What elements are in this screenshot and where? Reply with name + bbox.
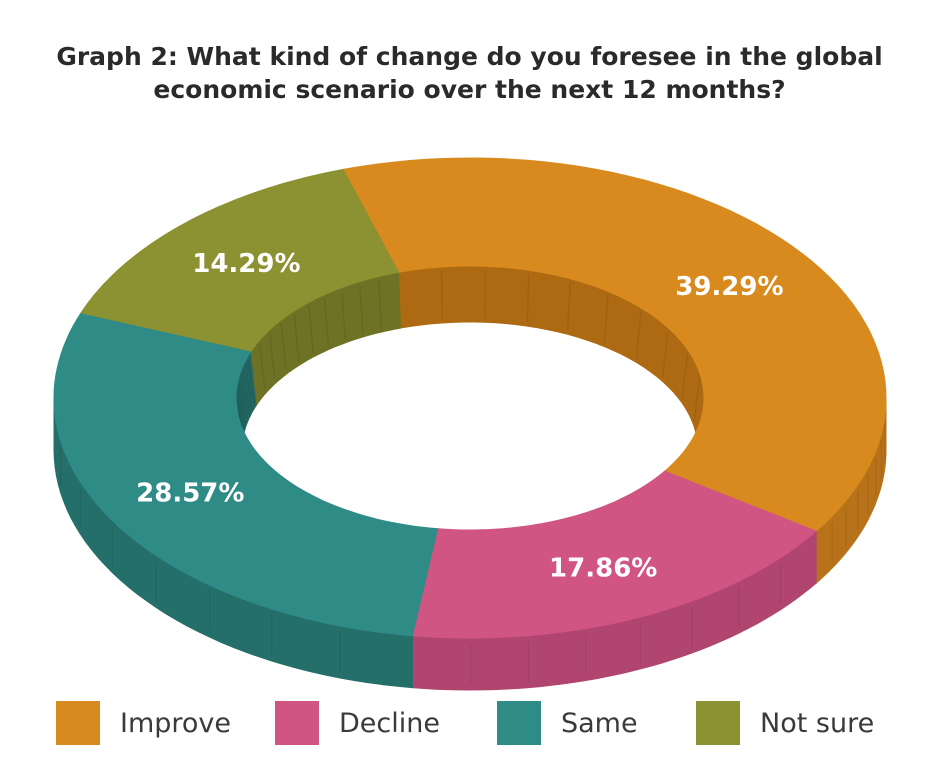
legend-label-not-sure: Not sure	[760, 707, 875, 739]
legend-item-not-sure: Not sure	[696, 701, 874, 745]
inner-wall-seam-improve	[526, 274, 530, 323]
legend-swatch-same	[497, 701, 541, 745]
inner-wall-seam-improve	[635, 311, 642, 359]
inner-wall-seam-not-sure	[258, 344, 266, 391]
inner-wall-seam-same	[239, 378, 247, 423]
inner-wall-seam-improve	[440, 270, 444, 319]
slice-not-sure	[80, 168, 400, 352]
inner-wall-seam-not-sure	[341, 291, 346, 339]
legend-item-improve: Improve	[56, 701, 231, 745]
legend-swatch-decline	[275, 701, 319, 745]
data-label-same: 28.57%	[136, 479, 244, 509]
data-label-not-sure: 14.29%	[192, 249, 300, 279]
inner-wall-seam-same	[240, 373, 249, 419]
inner-wall-seam-improve	[693, 377, 701, 423]
legend-swatch-improve	[56, 701, 100, 745]
donut-hole-layer	[231, 265, 705, 578]
chart-title-line-1: Graph 2: What kind of change do you fore…	[56, 42, 883, 71]
inner-wall-seam-same	[236, 387, 245, 433]
inner-wall-seam-improve	[603, 295, 609, 343]
inner-wall-seam-improve	[681, 353, 689, 400]
inner-wall-seam-improve	[661, 331, 669, 378]
legend-item-decline: Decline	[275, 701, 440, 745]
inner-wall-seam-same	[247, 359, 255, 406]
donut-extrusion-layer	[53, 397, 887, 691]
data-label-decline: 17.86%	[549, 554, 657, 584]
inner-wall-seam-not-sure	[293, 314, 300, 362]
chart-title-line-2: economic scenario over the next 12 month…	[153, 75, 786, 104]
inner-wall-seam-same	[237, 382, 246, 428]
legend-label-decline: Decline	[339, 707, 440, 739]
legend-swatch-not-sure	[696, 701, 740, 745]
inner-wall-seam-same	[242, 368, 251, 414]
inner-wall-seam-same	[245, 364, 253, 410]
data-label-improve: 39.29%	[675, 272, 783, 302]
inner-wall-seam-not-sure	[280, 323, 287, 371]
legend-label-improve: Improve	[120, 707, 232, 739]
legend: Improve Decline Same Not sure	[0, 701, 939, 745]
inner-wall-seam-not-sure	[308, 306, 314, 354]
legend-item-same: Same	[497, 701, 638, 745]
inner-wall-seam-improve	[566, 282, 571, 331]
chart-title: Graph 2: What kind of change do you fore…	[0, 40, 939, 106]
donut-top-layer	[53, 157, 887, 639]
data-labels-layer: 39.29% 17.86% 28.57% 14.29%	[136, 249, 783, 584]
inner-wall-seam-not-sure	[378, 280, 383, 329]
donut-chart: 39.29% 17.86% 28.57% 14.29%	[53, 157, 887, 691]
inner-wall-seam-not-sure	[359, 285, 364, 334]
inner-wall-seam-not-sure	[324, 298, 330, 346]
inner-wall-seam-not-sure	[268, 333, 276, 380]
legend-label-same: Same	[561, 707, 638, 739]
